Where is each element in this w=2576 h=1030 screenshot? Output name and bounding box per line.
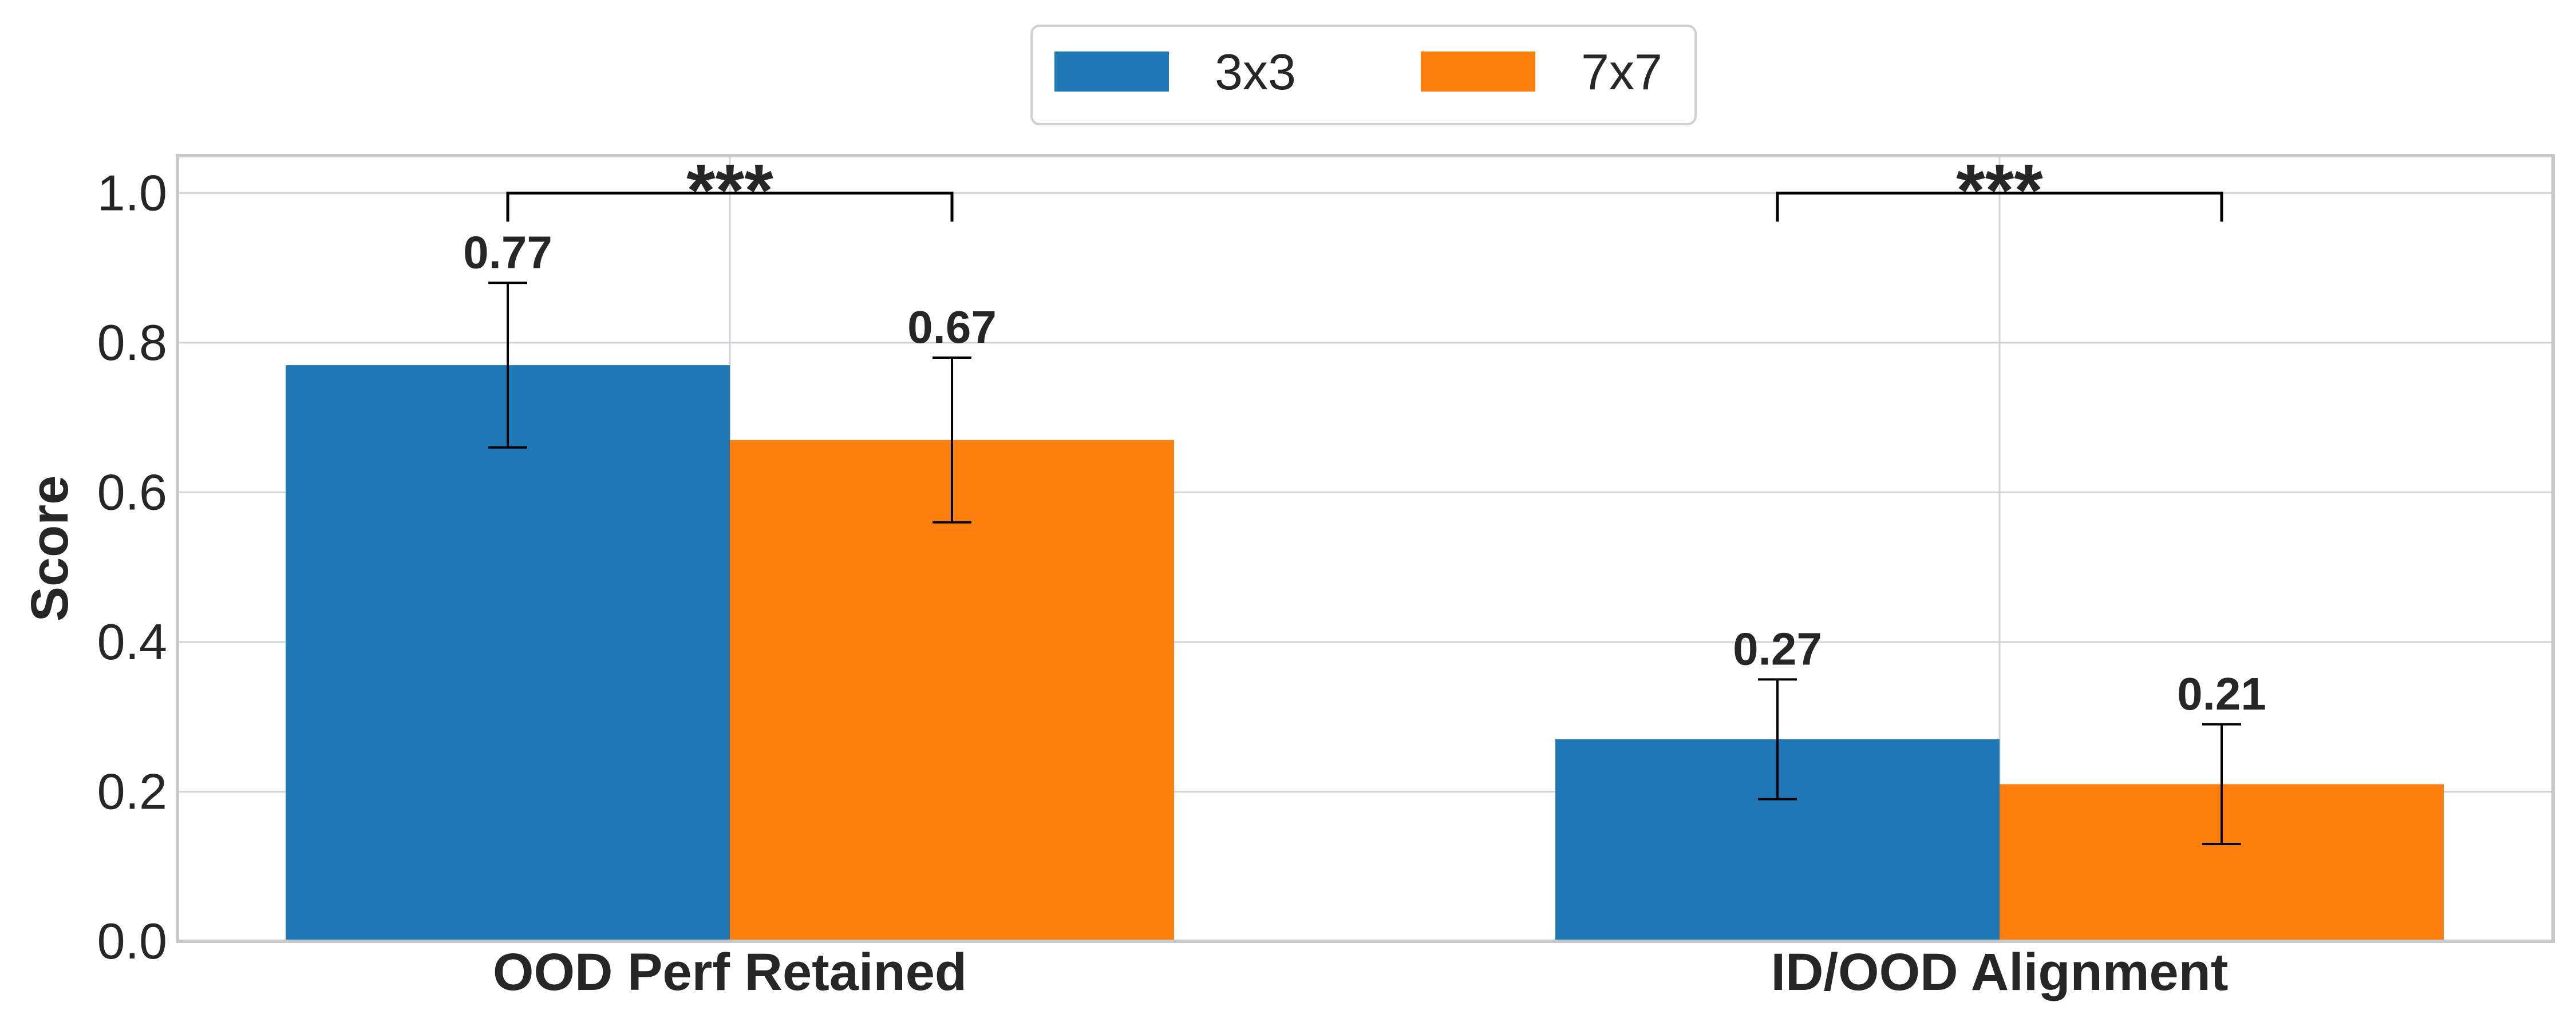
y-axis-label: Score <box>21 476 79 622</box>
bars-layer <box>286 365 2444 941</box>
axis-layer: 0.0 0.2 0.4 0.6 0.8 1.0 OOD Perf Retained ID/OO… <box>97 164 2229 1001</box>
x-category-label: ID/OOD Alignment <box>1771 943 2228 1001</box>
x-category-label: OOD Perf Retained <box>493 943 967 1001</box>
legend-label: 7x7 <box>1581 43 1662 100</box>
plot-frame <box>176 154 2555 943</box>
significance-stars: *** <box>1956 148 2043 232</box>
error-bars-layer <box>488 282 2241 846</box>
data-label: 0.21 <box>2177 668 2266 719</box>
legend-swatch-7x7 <box>1421 52 1535 92</box>
y-tick-label: 1.0 <box>97 164 167 221</box>
y-tick-label: 0.0 <box>97 913 167 969</box>
data-label: 0.77 <box>463 227 552 278</box>
legend-box <box>1030 25 1697 125</box>
y-tick-label: 0.6 <box>97 464 167 520</box>
legend: 3x3 7x7 <box>1030 25 1697 125</box>
significance-bracket <box>1776 191 2223 222</box>
bar-7x7-0 <box>730 439 1174 941</box>
legend-swatch-3x3 <box>1054 52 1169 92</box>
data-labels-layer: 0.77 0.67 0.27 0.21 <box>463 227 2266 719</box>
y-tick-label: 0.4 <box>97 613 167 670</box>
y-tick-label: 0.8 <box>97 314 167 371</box>
significance-stars: *** <box>686 148 773 232</box>
bar-3x3-0 <box>286 365 730 941</box>
y-tick-label: 0.2 <box>97 763 167 819</box>
data-label: 0.27 <box>1733 623 1822 674</box>
legend-label: 3x3 <box>1215 43 1296 100</box>
significance-bracket <box>506 191 954 222</box>
significance-layer: *** *** <box>506 148 2223 232</box>
data-label: 0.67 <box>907 302 997 352</box>
